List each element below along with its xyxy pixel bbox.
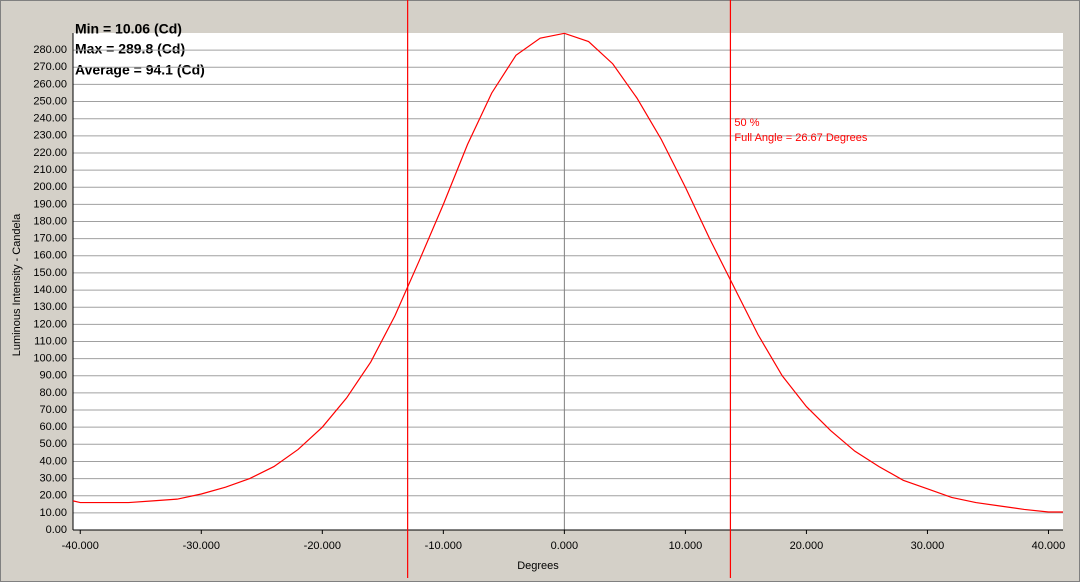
y-tick-label: 180.00: [33, 215, 67, 227]
y-tick-label: 210.00: [33, 164, 67, 176]
stat-average: Average = 94.1 (Cd): [75, 62, 205, 78]
x-tick-label: 0.000: [551, 540, 579, 552]
y-tick-label: 200.00: [33, 181, 67, 193]
data-line: [72, 32, 1063, 513]
stat-min: Min = 10.06 (Cd): [75, 21, 182, 37]
y-tick-label: 50.00: [39, 438, 67, 450]
y-tick-label: 110.00: [34, 335, 67, 347]
x-tick-label: 40.000: [1032, 540, 1066, 552]
y-tick-label: 90.00: [39, 370, 67, 382]
x-axis-label: Degrees: [517, 560, 559, 572]
x-tick-label: -30.000: [183, 540, 220, 552]
x-tick-label: 10.000: [669, 540, 703, 552]
y-tick-label: 0.00: [46, 524, 67, 536]
y-tick-label: 250.00: [33, 95, 67, 107]
y-tick-label: 70.00: [39, 404, 67, 416]
y-tick-label: 270.00: [33, 61, 67, 73]
y-tick-label: 220.00: [33, 147, 67, 159]
y-tick-label: 280.00: [33, 44, 67, 56]
y-tick-label: 170.00: [33, 233, 67, 245]
y-tick-label: 60.00: [39, 421, 67, 433]
x-tick-label: -20.000: [304, 540, 341, 552]
y-axis-label: Luminous Intensity - Candela: [11, 213, 23, 356]
y-tick-label: 190.00: [33, 198, 67, 210]
y-tick-label: 40.00: [39, 455, 67, 467]
y-tick-label: 80.00: [39, 387, 67, 399]
y-tick-label: 20.00: [39, 490, 67, 502]
annotation: Full Angle = 26.67 Degrees: [734, 132, 868, 144]
x-tick-label: 30.000: [911, 540, 945, 552]
y-tick-label: 150.00: [33, 267, 67, 279]
x-tick-label: -10.000: [425, 540, 462, 552]
y-tick-label: 160.00: [33, 250, 67, 262]
y-tick-label: 260.00: [33, 78, 67, 90]
plot-area: [73, 33, 1063, 530]
x-tick-label: -40.000: [62, 540, 99, 552]
y-tick-label: 230.00: [33, 130, 67, 142]
y-tick-label: 240.00: [33, 113, 67, 125]
x-tick-label: 20.000: [790, 540, 824, 552]
y-tick-label: 140.00: [33, 284, 67, 296]
y-tick-label: 10.00: [39, 507, 67, 519]
y-tick-label: 130.00: [33, 301, 67, 313]
y-tick-label: 30.00: [39, 472, 67, 484]
annotation: 50 %: [734, 117, 759, 129]
y-tick-label: 100.00: [33, 353, 67, 365]
stat-max: Max = 289.8 (Cd): [75, 41, 185, 57]
y-tick-label: 120.00: [33, 318, 67, 330]
